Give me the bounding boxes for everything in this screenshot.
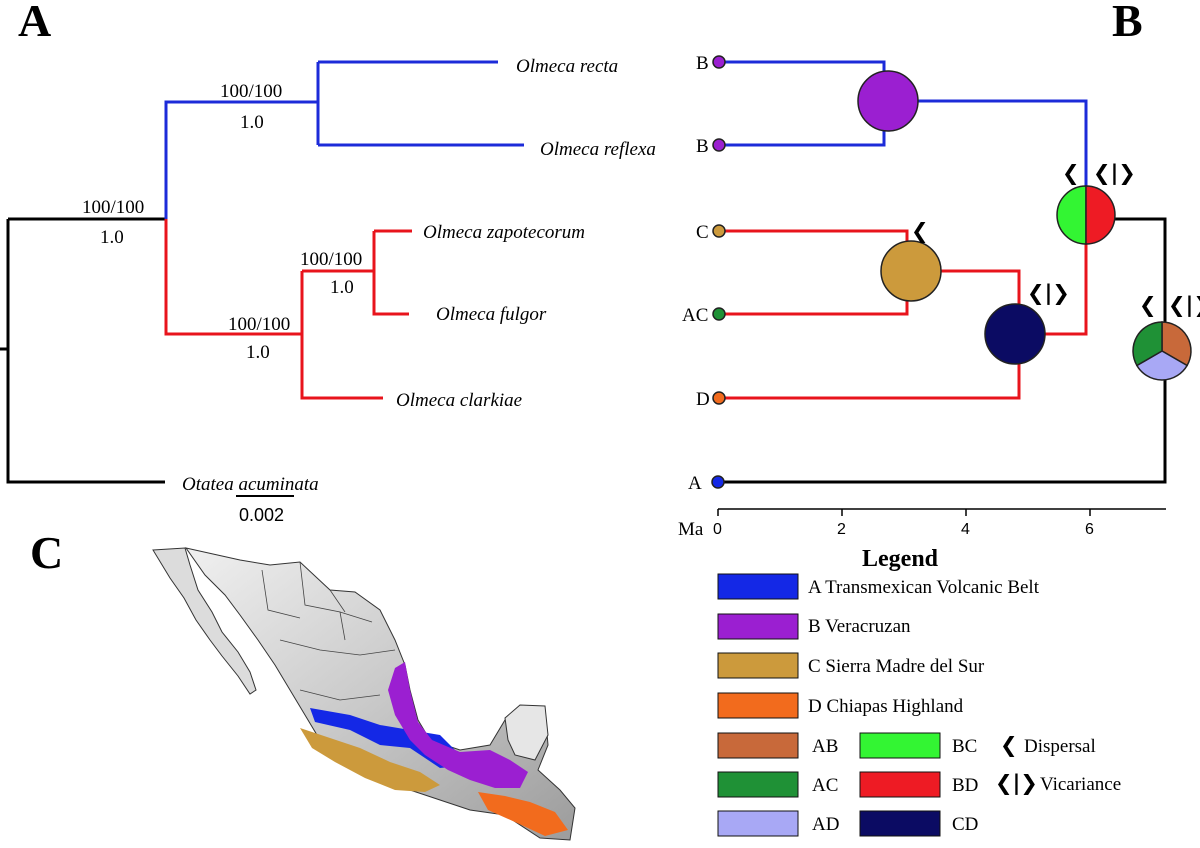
taxon-label: Olmeca clarkiae [396,390,522,411]
legend-title: Legend [862,546,939,572]
taxon-label: Olmeca zapotecorum [423,222,585,243]
legend-swatch [859,810,941,837]
axis-tick-label: 4 [961,521,970,538]
legend-swatch [717,732,799,759]
axis-tick-label: 6 [1085,521,1094,538]
legend-label: AC [812,775,838,796]
legend-swatch [717,652,799,679]
legend-swatch [859,732,941,759]
legend-label: BD [952,775,978,796]
yucatan-peninsula [504,704,549,761]
scale-bar: 0.002 [236,495,294,525]
map-of-mexico [152,547,576,841]
support-bs: 100/100 [220,81,282,102]
tip-area-labels: B B C AC D A [682,53,710,494]
pie-node-c [880,240,942,302]
pie-node-bc-bd [1056,185,1116,245]
legend-swatch [717,771,799,798]
legend: Legend A Transmexican Volcanic Belt B Ve… [717,546,1121,837]
support-pp: 1.0 [246,342,270,363]
baja-peninsula [152,547,257,695]
dispersal-icon: ❮ [1139,293,1157,318]
tip-markers [711,55,726,489]
support-pp: 1.0 [100,227,124,248]
axis-tick-label: 2 [837,521,846,538]
legend-swatch [859,771,941,798]
pie-node-root [1132,321,1192,381]
tip-area-label: D [696,389,710,410]
vicariance-icon: ❮|❯ [1168,293,1200,318]
tip-marker [712,224,726,238]
scale-bar-label: 0.002 [239,505,284,525]
map-area-b [388,662,528,788]
chronogram-b [719,60,1167,484]
taxon-labels: Olmeca recta Olmeca reflexa Olmeca zapot… [182,56,656,495]
legend-label: Dispersal [1024,736,1096,757]
dispersal-icon: ❮ [911,219,929,244]
phylogram-a [0,60,524,484]
legend-combo-right [859,732,941,837]
tip-area-label: B [696,136,709,157]
support-bs: 100/100 [228,314,290,335]
taxon-label: Olmeca recta [516,56,618,77]
legend-label: B Veracruzan [808,616,911,637]
legend-swatch [717,573,799,600]
vicariance-icon: ❮|❯ [1093,161,1136,186]
axis-unit-label: Ma [678,519,704,540]
state-borders [261,561,396,701]
taxon-label: Otatea acuminata [182,474,319,495]
area-overlays [300,662,568,836]
legend-label: C Sierra Madre del Sur [808,656,985,677]
tip-area-label: C [696,222,709,243]
dispersal-icon: ❮ [1062,161,1080,186]
legend-combo-left [717,732,799,837]
clade-red-branch [164,219,412,400]
outgroup-branch [6,217,166,484]
legend-swatch [717,613,799,640]
tip-marker [712,55,726,69]
map-area-d [478,792,568,836]
panel-label-c: C [30,527,63,578]
tip-area-label: A [688,473,702,494]
panel-label-a: A [18,0,51,46]
tip-marker [712,307,726,321]
legend-label: CD [952,814,978,835]
tip-area-label: B [696,53,709,74]
mexico-mainland [184,547,576,841]
map-area-c [300,728,440,792]
support-bs: 100/100 [300,249,362,270]
tip-area-label: AC [682,305,708,326]
vicariance-icon: ❮|❯ [995,771,1038,796]
legend-label: AB [812,736,838,757]
tip-marker [712,391,726,405]
time-axis: Ma 0 2 4 6 [678,508,1166,540]
clade-b-branch [164,60,524,219]
legend-label: Vicariance [1040,774,1121,795]
tree-branch [719,217,1167,484]
taxon-label: Olmeca reflexa [540,139,656,160]
support-pp: 1.0 [330,277,354,298]
ancestral-pies [857,70,1192,381]
tip-marker [711,475,725,489]
support-pp: 1.0 [240,112,264,133]
vicariance-icon: ❮|❯ [1027,281,1070,306]
legend-swatch [717,810,799,837]
tip-marker [712,138,726,152]
node-supports-a: 100/100 1.0 100/100 1.0 100/100 1.0 100/… [82,81,362,363]
taxon-label: Olmeca fulgor [436,304,547,325]
pie-node-b [857,70,919,132]
panel-label-b: B [1112,0,1143,46]
event-markers: ❮ ❮|❯ ❮ ❮|❯ ❮ ❮|❯ [911,161,1200,318]
pie-node-cd [984,303,1046,365]
dispersal-icon: ❮ [1000,733,1018,758]
axis-tick-label: 0 [713,521,722,538]
support-bs: 100/100 [82,197,144,218]
legend-label: D Chiapas Highland [808,696,964,717]
legend-area-list [717,573,799,719]
legend-label: AD [812,814,839,835]
legend-label: A Transmexican Volcanic Belt [808,577,1040,598]
legend-swatch [717,692,799,719]
legend-label: BC [952,736,977,757]
